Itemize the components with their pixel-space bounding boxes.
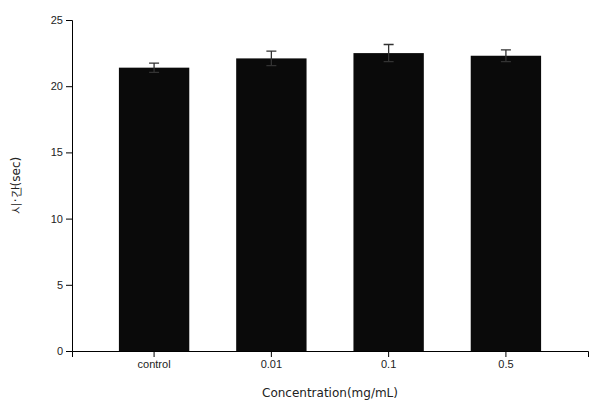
y-axis: 0 5 10 15 20 25 (51, 14, 73, 357)
tick-mark (388, 351, 389, 357)
error-bar (149, 63, 159, 72)
tick-mark (66, 285, 72, 286)
tick: 25 (51, 14, 72, 26)
tick-mark (66, 351, 72, 352)
tick-label: 0.5 (498, 358, 513, 370)
tick-mark (66, 219, 72, 220)
tick-mark (271, 351, 272, 357)
tick: 0.01 (261, 351, 282, 370)
axis-line (73, 352, 589, 358)
error-bar (384, 44, 394, 61)
tick: 0.5 (498, 351, 513, 370)
bar (119, 68, 189, 351)
tick-label: 5 (57, 279, 63, 291)
tick-label: 0.1 (381, 358, 396, 370)
tick-mark (66, 20, 72, 21)
tick-label: control (138, 358, 171, 370)
tick-mark (66, 86, 72, 87)
tick: control (138, 351, 171, 370)
tick: 0.1 (381, 351, 396, 370)
tick-label: 25 (51, 14, 63, 26)
error-bar (501, 50, 511, 62)
x-axis-title: Concentration(mg/mL) (262, 386, 398, 400)
plot-area: 0 5 10 15 20 25 control 0.01 0.1 0.5 (51, 14, 589, 370)
tick: 15 (51, 146, 72, 158)
tick: 10 (51, 213, 72, 225)
tick-label: 20 (51, 80, 63, 92)
tick: 5 (57, 279, 72, 291)
tick-label: 0.01 (261, 358, 282, 370)
y-axis-title: 시·간(sec) (9, 157, 23, 214)
tick-mark (154, 351, 155, 357)
tick-label: 0 (57, 345, 63, 357)
bar (353, 53, 423, 351)
bar (236, 58, 306, 351)
tick: 20 (51, 80, 72, 92)
tick-mark (505, 351, 506, 357)
x-axis: control 0.01 0.1 0.5 (73, 351, 589, 370)
tick-label: 10 (51, 213, 63, 225)
bar (471, 56, 541, 351)
tick-label: 15 (51, 146, 63, 158)
marks (119, 44, 541, 351)
error-bar (266, 51, 276, 66)
chart-svg: 0 5 10 15 20 25 control 0.01 0.1 0.5 Concentration… (0, 0, 608, 413)
tick: 0 (57, 345, 72, 357)
tick-mark (66, 152, 72, 153)
axis-line (66, 21, 73, 352)
